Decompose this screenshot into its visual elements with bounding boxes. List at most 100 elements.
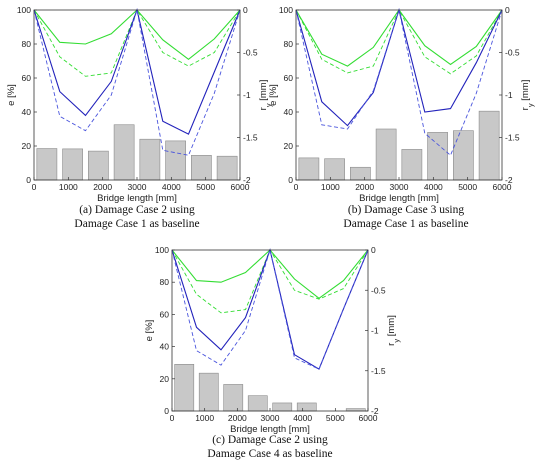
y-right-tick-label: -1.5 [371,366,386,376]
y-tick-label: 100 [17,5,31,15]
x-tick-label: 4000 [162,182,181,192]
series-line-green-solid [33,9,241,60]
bar [165,140,186,181]
bar [174,364,195,412]
bar [350,166,371,181]
bar [88,150,109,181]
x-axis-label: Bridge length [mm] [230,424,310,435]
y-right-tick-label: -2 [371,406,379,416]
caption-b-line-1: (b) Damage Case 3 using [347,204,465,216]
y-right-tick-label: -1.5 [505,133,520,143]
x-tick-label: 6000 [359,413,378,423]
x-tick-label: 5000 [326,413,345,423]
bar [298,157,320,181]
y-right-tick-label: -1 [505,90,513,100]
y-axis-label: e [%] [268,84,279,106]
bar [191,155,212,181]
y-axis-label: e [%] [6,84,17,106]
y-right-tick-label: -1 [371,326,379,336]
caption-a-line-2: Damage Case 1 as baseline [74,218,200,230]
bar [427,132,448,181]
y-right-tick-label: -0.5 [505,48,520,58]
y-tick-label: 0 [26,175,31,185]
bar [478,110,500,181]
bar [375,128,397,181]
caption-b-line-2: Damage Case 1 as baseline [343,218,469,230]
bar [198,372,219,412]
series-line-green-solid [171,249,369,299]
x-tick-label: 0 [32,182,37,192]
x-tick-label: 3000 [390,182,409,192]
series-line-blue-solid [33,8,241,135]
y-tick-label: 20 [22,141,32,151]
y-tick-label: 80 [284,39,294,49]
caption-a-line-1: (a) Damage Case 2 using [79,204,195,216]
bar [223,384,244,412]
x-tick-label: 0 [294,182,299,192]
y-tick-label: 60 [160,309,170,319]
y-tick-label: 40 [284,107,294,117]
bar [296,402,317,412]
x-tick-label: 5000 [458,182,477,192]
x-tick-label: 1000 [195,413,214,423]
x-tick-label: 6000 [493,182,512,192]
y-tick-label: 40 [22,107,32,117]
x-tick-label: 2000 [228,413,247,423]
series-line-green-solid [295,9,503,67]
chart-a: 0 1000 2000 3000 4000 5000 6000 0 20 40 60 80 100 -2 -… [6,5,273,204]
y-tick-label: 80 [160,277,170,287]
y-right-tick-label: -2 [243,175,251,185]
x-tick-label: 1000 [321,182,340,192]
bar [401,149,423,181]
x-tick-label: 3000 [128,182,147,192]
x-tick-label: 3000 [261,413,280,423]
y-tick-label: 80 [22,39,32,49]
y-axis-label: e [%] [144,320,155,342]
x-tick-label: 6000 [231,182,250,192]
y-tick-label: 20 [284,141,294,151]
series-line-green-dashed [295,9,503,75]
series-line-blue-solid [171,248,369,370]
caption-b: (b) Damage Case 3 using Damage Case 1 as… [291,203,521,231]
caption-a: (a) Damage Case 2 using Damage Case 1 as… [22,203,252,231]
y-right-tick-label: -1 [243,90,251,100]
x-tick-label: 4000 [424,182,443,192]
series-line-blue-dashed [171,248,369,370]
y-right-tick-label: 0 [243,5,248,15]
bar [247,395,268,412]
caption-c-line-2: Damage Case 4 as baseline [207,448,333,460]
y-right-tick-label: -1.5 [243,133,258,143]
x-tick-label: 2000 [355,182,374,192]
x-tick-label: 1000 [59,182,78,192]
caption-c-line-1: (c) Damage Case 2 using [212,434,328,446]
y-right-axis-label: ry [mm] [520,80,535,111]
bar [453,130,474,181]
bar [216,155,238,181]
y-tick-label: 0 [288,175,293,185]
y-tick-label: 0 [164,406,169,416]
x-tick-label: 0 [170,413,175,423]
bar [62,148,83,181]
chart-c: 0 1000 2000 3000 4000 5000 6000 0 20 40 60 80 100 -2 -… [144,245,401,435]
bar [272,402,293,412]
y-right-tick-label: -0.5 [243,48,258,58]
y-right-tick-label: 0 [371,245,376,255]
bar [139,138,161,181]
y-right-tick-label: -0.5 [371,285,386,295]
x-axis-label: Bridge length [mm] [359,193,439,204]
x-axis-label: Bridge length [mm] [97,193,177,204]
x-tick-label: 5000 [196,182,215,192]
y-right-tick-label: 0 [505,5,510,15]
y-tick-label: 100 [155,245,169,255]
y-right-tick-label: -2 [505,175,513,185]
chart-b: 0 1000 2000 3000 4000 5000 6000 0 20 40 60 80 100 -2 -… [268,5,535,204]
bar [36,148,58,181]
caption-c: (c) Damage Case 2 using Damage Case 4 as… [155,433,385,461]
series-line-blue-solid [295,7,503,127]
y-tick-label: 60 [284,73,294,83]
y-right-axis-label: ry [mm] [258,80,273,111]
y-tick-label: 100 [279,5,293,15]
y-right-axis-label: ry [mm] [386,315,401,346]
bar [113,124,135,181]
y-tick-label: 60 [22,73,32,83]
